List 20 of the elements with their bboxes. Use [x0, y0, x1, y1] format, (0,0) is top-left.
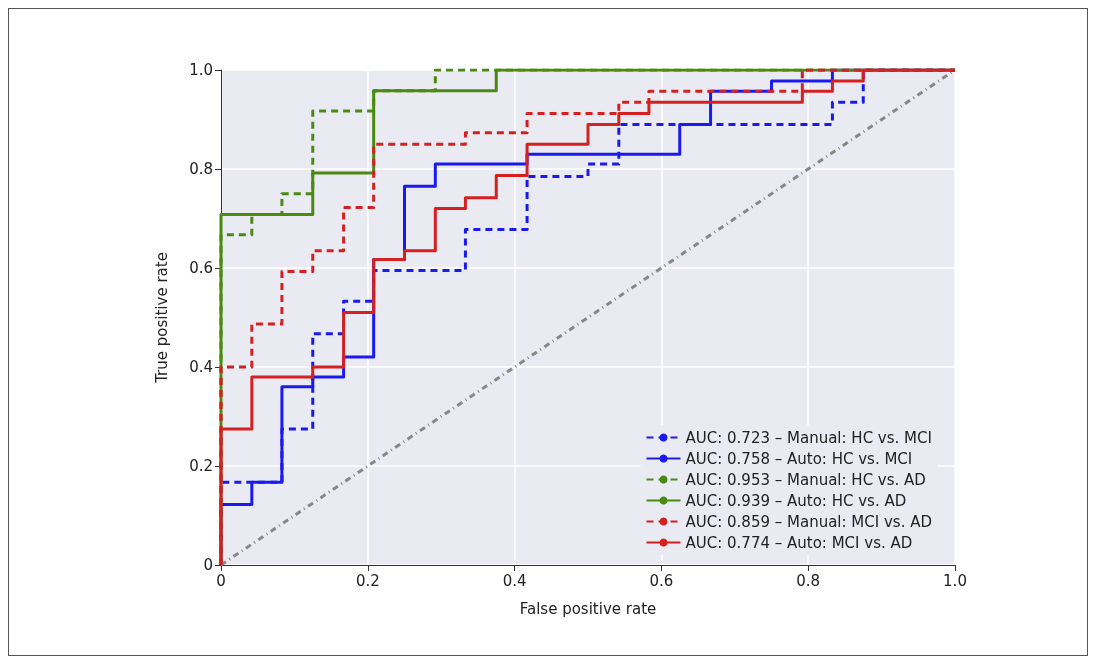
y-axis-title: True positive rate: [152, 252, 171, 384]
x-axis-title: False positive rate: [519, 599, 657, 618]
y-tick-label: 0.8: [189, 160, 213, 178]
x-tick-label: 0: [216, 571, 226, 590]
x-tick-label: 0.8: [796, 571, 821, 590]
x-tick-label: 0.6: [649, 571, 674, 590]
legend-label: AUC: 0.774 – Auto: MCI vs. AD: [685, 533, 913, 552]
x-tick-label: 0.4: [502, 571, 527, 590]
legend-label: AUC: 0.859 – Manual: MCI vs. AD: [685, 512, 933, 531]
legend-label: AUC: 0.758 – Auto: HC vs. MCI: [685, 449, 913, 468]
legend-label: AUC: 0.939 – Auto: HC vs. AD: [685, 491, 907, 510]
x-tick-label: 1.0: [943, 571, 967, 590]
x-tick-label: 0.2: [355, 571, 380, 590]
y-tick-label: 1.0: [189, 61, 213, 79]
legend-label: AUC: 0.723 – Manual: HC vs. MCI: [685, 428, 932, 447]
y-tick-label: 0: [203, 556, 213, 574]
y-tick-label: 0.2: [189, 457, 213, 475]
y-tick-label: 0.6: [189, 259, 213, 277]
legend-label: AUC: 0.953 – Manual: HC vs. AD: [685, 470, 926, 489]
y-tick-label: 0.4: [189, 358, 213, 376]
